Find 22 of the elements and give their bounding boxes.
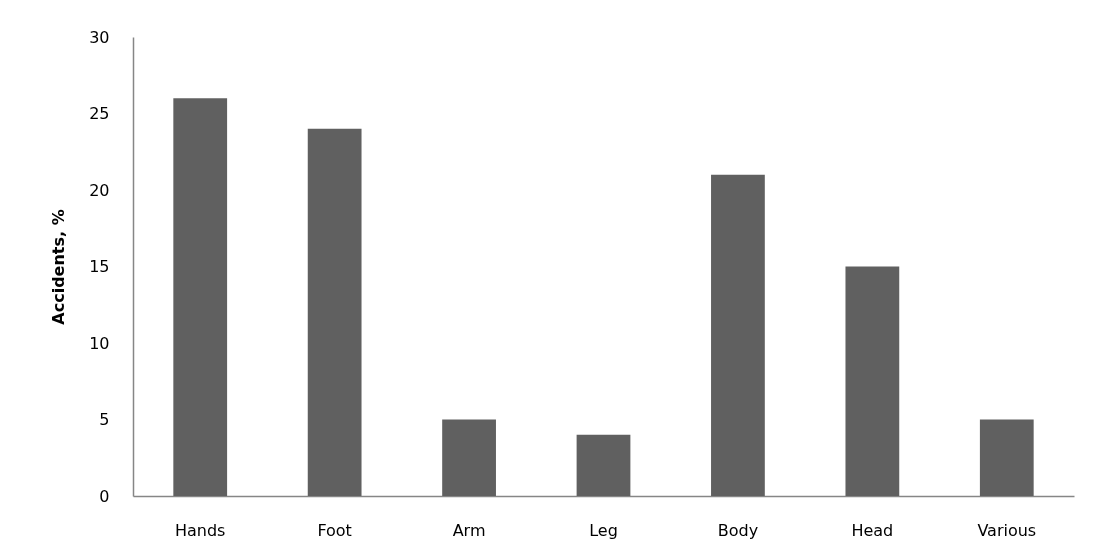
y-tick-label: 10: [89, 333, 110, 353]
y-tick-label: 30: [89, 27, 110, 47]
bar: [979, 419, 1034, 496]
bar: [442, 419, 496, 496]
bar: [711, 174, 765, 496]
x-tick-label: Leg: [589, 520, 618, 540]
x-tick-label: Head: [851, 520, 894, 540]
y-tick-label: 25: [89, 104, 110, 123]
x-tick-label: Hands: [174, 520, 226, 540]
x-tick-label: Body: [717, 520, 759, 540]
y-tick-label: 15: [89, 257, 110, 276]
bar: [173, 98, 228, 496]
bar: [307, 128, 362, 496]
y-tick-label: 0: [99, 486, 110, 506]
y-tick-label: 20: [89, 180, 110, 200]
bar: [576, 434, 631, 496]
x-tick-label: Foot: [317, 520, 352, 540]
x-tick-label: Various: [977, 520, 1037, 540]
x-tick-label: Arm: [452, 520, 486, 540]
y-axis-title: Accidents, %: [49, 209, 69, 325]
bar: [845, 266, 900, 496]
y-tick-label: 5: [99, 410, 110, 429]
